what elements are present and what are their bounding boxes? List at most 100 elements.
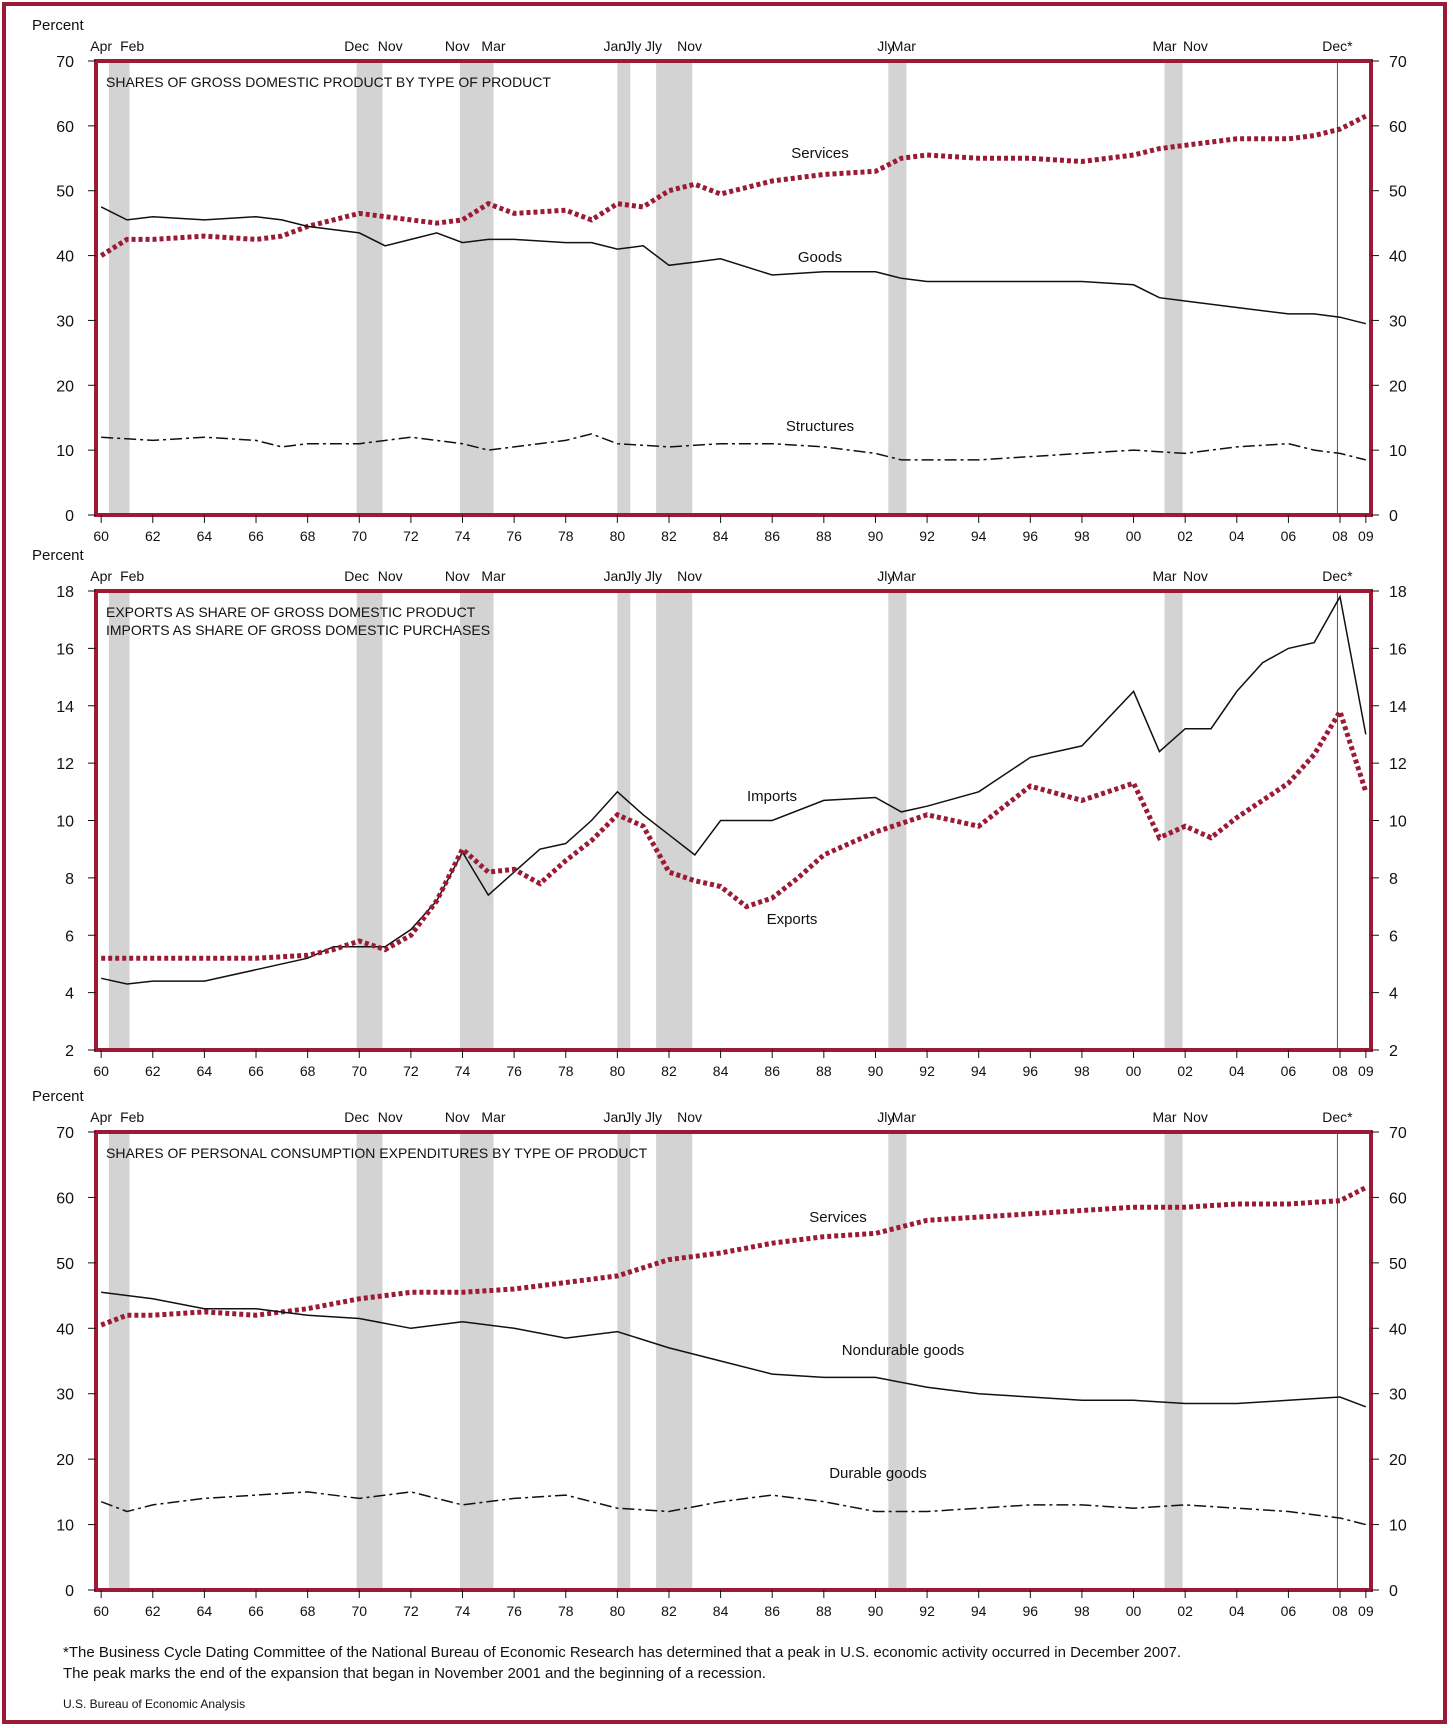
y-tick-label-left: 0: [65, 508, 74, 525]
recession-label: Mar: [1152, 1109, 1176, 1125]
y-tick-label-right: 8: [1389, 871, 1398, 888]
x-tick-label: 76: [506, 1603, 522, 1619]
x-tick-label: 74: [455, 1603, 471, 1619]
recession-band: [108, 1132, 130, 1590]
recession-band: [1164, 1132, 1183, 1590]
x-tick-label: 88: [816, 528, 832, 544]
y-tick-label-right: 20: [1389, 1452, 1407, 1469]
source-note: U.S. Bureau of Economic Analysis: [63, 1697, 246, 1711]
y-tick-label-left: 12: [56, 756, 74, 773]
x-tick-label: 02: [1177, 1603, 1193, 1619]
y-tick-label-left: 14: [56, 699, 74, 716]
recession-label: Mar: [1152, 568, 1176, 584]
x-tick-label: 84: [713, 1063, 729, 1079]
y-tick-label-left: 4: [65, 986, 74, 1003]
recession-band: [617, 1132, 631, 1590]
x-tick-label: 90: [868, 1063, 884, 1079]
y-tick-label-left: 20: [56, 378, 74, 395]
recession-label: Nov: [1183, 568, 1208, 584]
x-tick-label: 84: [713, 1603, 729, 1619]
x-tick-label: 72: [403, 528, 419, 544]
recession-label: Nov: [1183, 38, 1208, 54]
recession-label: Jan: [603, 1109, 626, 1125]
x-tick-label: 76: [506, 1063, 522, 1079]
x-tick-label: 88: [816, 1063, 832, 1079]
y-tick-label-left: 8: [65, 871, 74, 888]
chart-title: SHARES OF PERSONAL CONSUMPTION EXPENDITU…: [106, 1145, 648, 1161]
x-tick-label: 80: [610, 528, 626, 544]
recession-band: [656, 61, 693, 515]
recession-label: Feb: [120, 1109, 144, 1125]
series-label-services: Services: [791, 145, 849, 162]
y-tick-label-right: 30: [1389, 313, 1407, 330]
recession-band: [656, 591, 693, 1050]
y-tick-label-left: 30: [56, 1387, 74, 1404]
recession-label: Jly: [645, 1109, 662, 1125]
y-tick-label-left: 16: [56, 641, 74, 658]
x-tick-label: 92: [919, 528, 935, 544]
recession-label: Jly: [624, 568, 641, 584]
y-tick-label-left: 20: [56, 1452, 74, 1469]
x-tick-label: 80: [610, 1603, 626, 1619]
x-tick-label: 94: [971, 528, 987, 544]
recession-band: [459, 1132, 494, 1590]
y-axis-label: Percent: [32, 1088, 85, 1105]
y-tick-label-left: 10: [56, 814, 74, 831]
y-tick-label-right: 20: [1389, 378, 1407, 395]
y-axis-label: Percent: [32, 17, 85, 34]
recession-label: Jly: [624, 1109, 641, 1125]
x-tick-label: 00: [1126, 1063, 1142, 1079]
y-tick-label-left: 60: [56, 119, 74, 136]
recession-label: Mar: [1152, 38, 1176, 54]
recession-label: Nov: [378, 1109, 403, 1125]
x-tick-label: 82: [661, 1603, 677, 1619]
recession-label: Dec: [344, 1109, 369, 1125]
x-tick-label: 76: [506, 528, 522, 544]
x-tick-label: 96: [1023, 528, 1039, 544]
recession-band: [108, 591, 130, 1050]
x-tick-label: 94: [971, 1063, 987, 1079]
series-line-structures: [101, 433, 1366, 461]
x-tick-label: 08: [1332, 1603, 1348, 1619]
recession-label: Mar: [892, 1109, 916, 1125]
y-axis-label: Percent: [32, 547, 85, 564]
y-tick-label-left: 50: [56, 1256, 74, 1273]
series-label-exports: Exports: [767, 911, 818, 928]
x-tick-label: 62: [145, 1603, 161, 1619]
x-tick-label: 08: [1332, 528, 1348, 544]
y-tick-label-left: 10: [56, 443, 74, 460]
x-tick-label: 09: [1358, 1603, 1374, 1619]
recession-label: Jly: [645, 568, 662, 584]
recession-label: Nov: [445, 568, 470, 584]
x-tick-label: 82: [661, 528, 677, 544]
footnote-line-1: *The Business Cycle Dating Committee of …: [63, 1644, 1182, 1661]
x-tick-label: 60: [93, 1603, 109, 1619]
recession-label: Nov: [1183, 1109, 1208, 1125]
chart-title: EXPORTS AS SHARE OF GROSS DOMESTIC PRODU…: [106, 604, 476, 620]
y-tick-label-left: 2: [65, 1043, 74, 1060]
series-line-goods: [100, 206, 1366, 325]
x-tick-label: 78: [558, 1063, 574, 1079]
y-tick-label-right: 40: [1389, 1321, 1407, 1338]
x-tick-label: 64: [197, 1063, 213, 1079]
x-tick-label: 64: [197, 1603, 213, 1619]
x-tick-label: 72: [403, 1063, 419, 1079]
y-tick-label-left: 0: [65, 1583, 74, 1600]
chart-subtitle: IMPORTS AS SHARE OF GROSS DOMESTIC PURCH…: [106, 622, 490, 638]
y-tick-label-left: 30: [56, 313, 74, 330]
y-tick-label-left: 10: [56, 1518, 74, 1535]
x-tick-label: 66: [248, 528, 264, 544]
footnote-line-2: The peak marks the end of the expansion …: [63, 1665, 766, 1682]
x-tick-label: 62: [145, 528, 161, 544]
y-tick-label-right: 4: [1389, 986, 1398, 1003]
series-label-structures: Structures: [786, 418, 854, 435]
chart-title: SHARES OF GROSS DOMESTIC PRODUCT BY TYPE…: [106, 74, 551, 90]
recession-label: Apr: [90, 1109, 112, 1125]
recession-band: [356, 1132, 383, 1590]
footnote: *The Business Cycle Dating Committee of …: [63, 1642, 1363, 1684]
x-tick-label: 06: [1281, 528, 1297, 544]
x-tick-label: 94: [971, 1603, 987, 1619]
recession-label: Jly: [877, 1109, 894, 1125]
x-tick-label: 04: [1229, 1603, 1245, 1619]
x-tick-label: 66: [248, 1063, 264, 1079]
